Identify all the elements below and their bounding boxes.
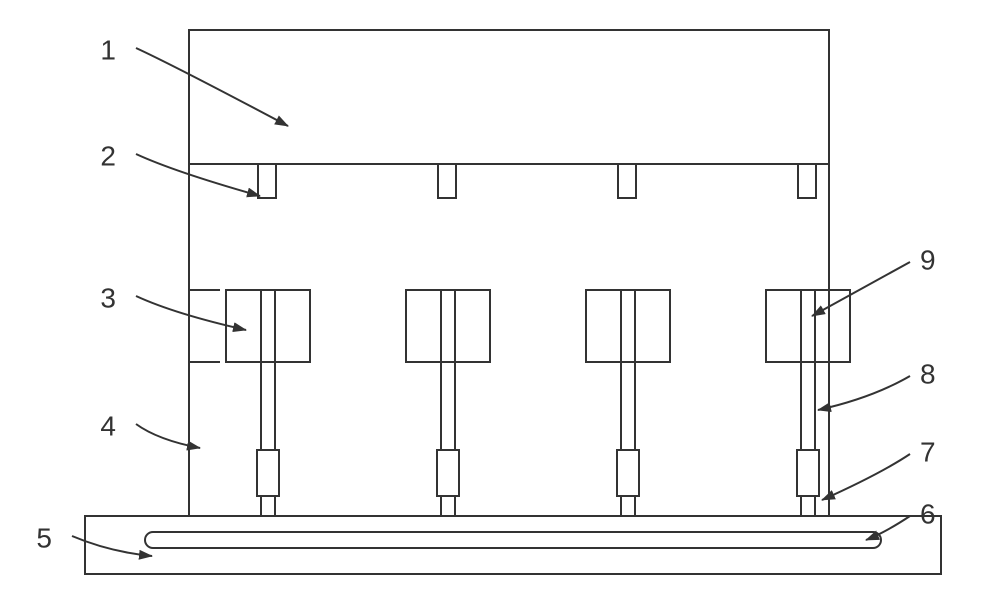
- lower-rod-4: [801, 496, 815, 516]
- leader-6: [866, 516, 910, 540]
- sleeve-3: [617, 450, 639, 496]
- tab-4: [798, 164, 816, 198]
- leader-4: [136, 424, 200, 448]
- label-1: 1: [100, 34, 116, 65]
- label-8: 8: [920, 358, 936, 389]
- block-3: [586, 290, 670, 362]
- lower-rod-2: [441, 496, 455, 516]
- label-3: 3: [100, 282, 116, 313]
- base-slot: [145, 532, 881, 548]
- outer-housing: [189, 30, 829, 516]
- tab-2: [438, 164, 456, 198]
- leader-2: [136, 154, 260, 196]
- schematic: [85, 30, 941, 574]
- upper-rod-4: [801, 362, 815, 450]
- upper-rod-2: [441, 362, 455, 450]
- block-1: [226, 290, 310, 362]
- leader-8: [818, 376, 910, 410]
- label-2: 2: [100, 140, 116, 171]
- sleeve-4: [797, 450, 819, 496]
- block-2: [406, 290, 490, 362]
- label-5: 5: [36, 522, 52, 553]
- leader-3: [136, 296, 246, 330]
- block-4: [766, 290, 850, 362]
- technical-diagram: 1 2 3 4 5 6 7 8 9: [0, 0, 1000, 591]
- lower-rod-1: [261, 496, 275, 516]
- tab-3: [618, 164, 636, 198]
- label-7: 7: [920, 436, 936, 467]
- sleeve-2: [437, 450, 459, 496]
- upper-rod-1: [261, 362, 275, 450]
- leader-1: [136, 48, 288, 126]
- upper-rod-3: [621, 362, 635, 450]
- label-9: 9: [920, 244, 936, 275]
- lower-rod-3: [621, 496, 635, 516]
- label-4: 4: [100, 410, 116, 441]
- tab-1: [258, 164, 276, 198]
- sleeve-1: [257, 450, 279, 496]
- base-plate: [85, 516, 941, 574]
- label-6: 6: [920, 498, 936, 529]
- leader-7: [822, 454, 910, 500]
